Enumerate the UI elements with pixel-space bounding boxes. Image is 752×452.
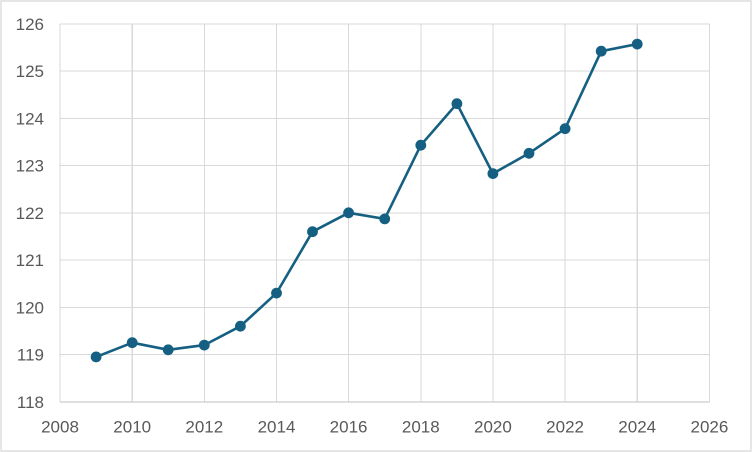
svg-text:2022: 2022 [546, 418, 584, 437]
svg-text:2010: 2010 [113, 418, 151, 437]
svg-text:120: 120 [16, 298, 44, 317]
svg-text:2016: 2016 [330, 418, 368, 437]
svg-text:118: 118 [17, 393, 44, 412]
svg-text:2018: 2018 [402, 418, 440, 437]
svg-text:2014: 2014 [258, 418, 296, 437]
svg-text:2020: 2020 [474, 418, 512, 437]
svg-text:2012: 2012 [185, 418, 223, 437]
svg-text:119: 119 [17, 346, 44, 365]
svg-text:126: 126 [16, 15, 44, 34]
svg-text:2026: 2026 [690, 418, 728, 437]
svg-text:2008: 2008 [41, 418, 79, 437]
svg-text:125: 125 [16, 62, 44, 81]
svg-text:124: 124 [16, 109, 44, 128]
svg-text:2024: 2024 [618, 418, 656, 437]
svg-text:123: 123 [16, 157, 44, 176]
svg-text:121: 121 [16, 251, 44, 270]
svg-text:122: 122 [16, 204, 44, 223]
